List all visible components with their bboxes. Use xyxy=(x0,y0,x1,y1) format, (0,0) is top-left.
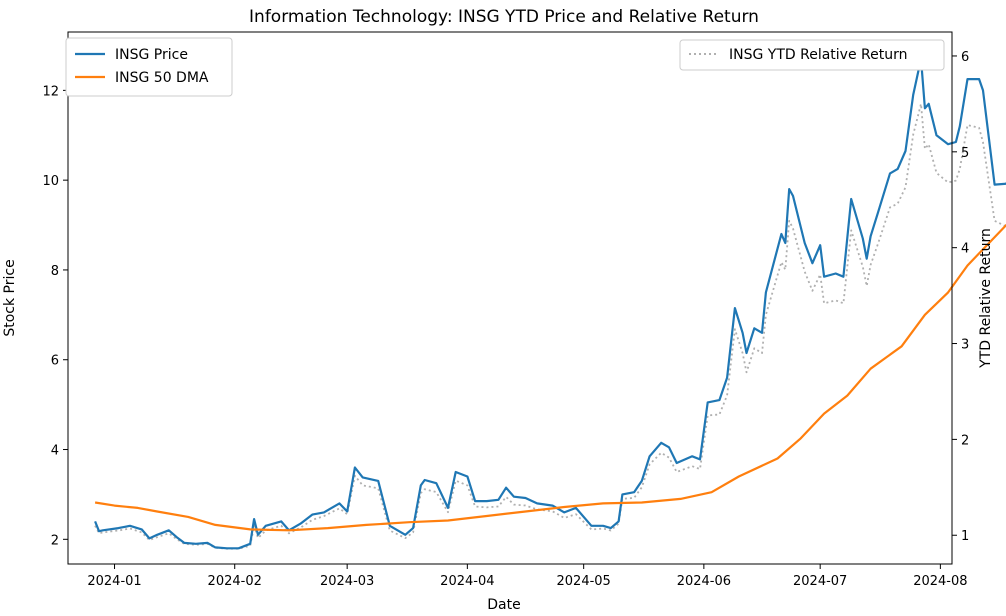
legend-price-label: INSG Price xyxy=(115,47,188,63)
y-axis-ticks: 2 4 6 8 10 12 xyxy=(42,84,68,548)
x-tick-label: 2024-04 xyxy=(440,574,494,589)
legend-relative-label: INSG YTD Relative Return xyxy=(729,47,908,63)
x-tick-label: 2024-08 xyxy=(913,574,967,589)
y-tick-label: 2 xyxy=(51,533,59,548)
legend-left-box xyxy=(65,37,233,97)
y2-tick-label: 6 xyxy=(961,50,969,65)
legend-dma-label: INSG 50 DMA xyxy=(115,70,209,86)
y-tick-label: 10 xyxy=(42,174,59,189)
x-axis-label: Date xyxy=(487,597,520,613)
x-tick-label: 2024-02 xyxy=(208,574,262,589)
y-tick-label: 4 xyxy=(51,444,59,459)
x-tick-label: 2024-05 xyxy=(557,574,611,589)
x-tick-label: 2024-03 xyxy=(320,574,374,589)
y-tick-label: 8 xyxy=(51,264,59,279)
y2-axis-ticks: 1 2 3 4 5 6 xyxy=(952,50,969,544)
legend-left: INSG Price INSG 50 DMA xyxy=(65,37,233,97)
x-tick-label: 2024-06 xyxy=(677,574,731,589)
x-tick-label: 2024-07 xyxy=(793,574,847,589)
x-axis-ticks: 2024-01 2024-02 2024-03 2024-04 2024-05 2024-… xyxy=(87,564,968,589)
y-tick-label: 12 xyxy=(42,84,59,99)
y2-tick-label: 2 xyxy=(961,433,969,448)
chart-title: Information Technology: INSG YTD Price a… xyxy=(249,7,759,27)
y2-tick-label: 3 xyxy=(961,338,969,353)
plot-frame xyxy=(67,31,953,565)
dma-line xyxy=(94,223,1006,532)
legend-right-box xyxy=(679,39,945,71)
x-tick-label: 2024-01 xyxy=(87,574,141,589)
y2-tick-label: 5 xyxy=(961,146,969,161)
y-axis-label: Stock Price xyxy=(2,259,18,336)
y2-tick-label: 1 xyxy=(961,529,969,544)
y2-tick-label: 4 xyxy=(961,242,969,257)
y2-axis-label: YTD Relative Return xyxy=(978,228,994,369)
y-tick-label: 6 xyxy=(51,354,59,369)
legend-right: INSG YTD Relative Return xyxy=(679,39,945,71)
